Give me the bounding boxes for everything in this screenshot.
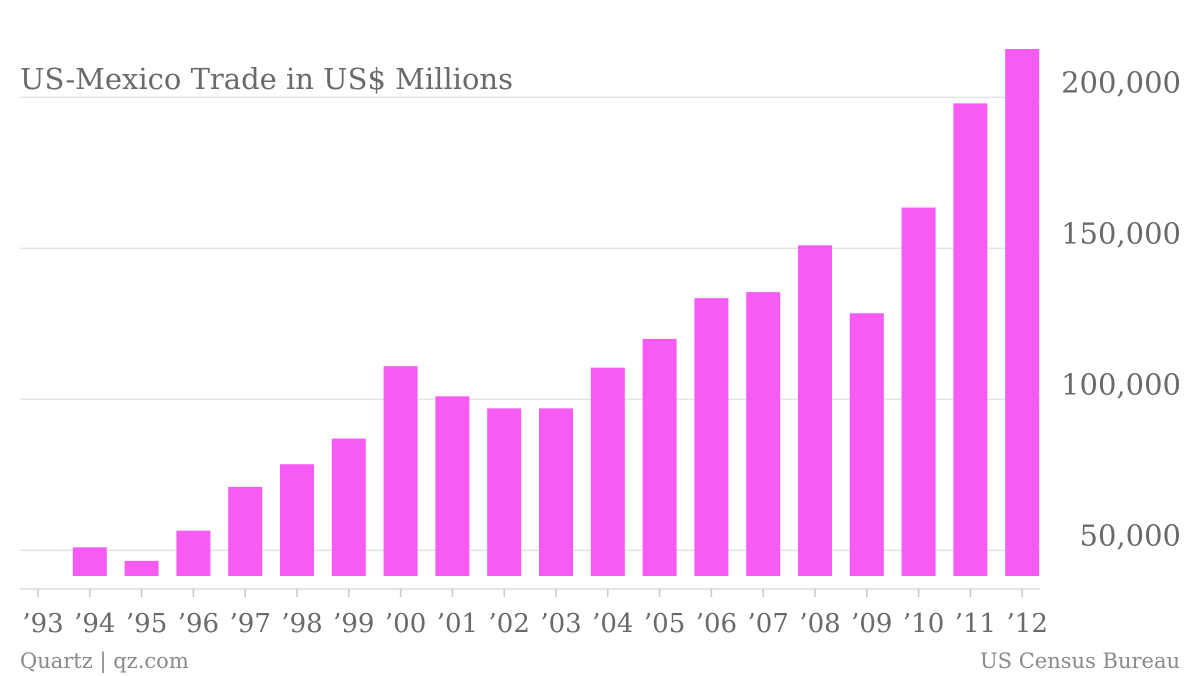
x-tick-label: ’10 [903,609,944,639]
bar [901,207,936,576]
x-tick-label: ’05 [644,609,685,639]
x-tick-label: ’93 [22,609,63,639]
y-tick-label: 150,000 [1061,216,1181,250]
bars [72,49,1040,577]
x-tick-label: ’04 [592,609,633,639]
x-tick-label: ’09 [851,609,892,639]
x-tick-label: ’07 [748,609,789,639]
x-tick-label: ’06 [696,609,737,639]
bar [176,530,211,576]
footer-source-left: Quartz | qz.com [20,649,189,674]
bar [746,292,781,576]
bar [383,366,418,576]
bar [798,245,832,577]
bar [539,408,573,576]
bar [487,408,522,576]
x-tick-label: ’11 [955,609,996,639]
x-tick-label: ’98 [281,609,322,639]
x-tick-label: ’08 [799,609,840,639]
bar [124,560,159,576]
bar [435,396,470,576]
x-tick-label: ’02 [489,609,530,639]
bar [694,298,729,576]
bar [849,313,884,576]
x-axis [20,588,1040,597]
gridlines [20,96,1040,552]
y-axis-tick-labels: 50,000 100,000 150,000 200,000 [1061,65,1181,552]
bar [331,438,366,576]
y-tick-label: 100,000 [1061,367,1181,401]
bar [280,464,314,576]
x-tick-label: ’12 [1007,609,1048,639]
x-tick-label: ’01 [437,609,478,639]
y-tick-label: 50,000 [1080,518,1181,552]
y-tick-label: 200,000 [1061,65,1181,99]
x-tick-label: ’00 [385,609,426,639]
bar [1005,49,1040,576]
footer-source-right: US Census Bureau [980,649,1180,673]
bar [642,338,677,576]
x-tick-label: ’94 [74,609,115,639]
x-axis-tick-labels: ’93 ’94 ’95 ’96 ’97 ’98 ’99 ’00 ’01 ’02 ’03 ’04 ’05 ’… [22,609,1048,639]
bar [72,547,107,576]
chart-title: US-Mexico Trade in US$ Millions [20,62,513,96]
x-tick-label: ’03 [540,609,581,639]
bar [953,103,988,577]
x-tick-label: ’95 [126,609,167,639]
bar [590,367,625,576]
x-tick-label: ’99 [333,609,374,639]
x-tick-label: ’96 [178,609,219,639]
x-tick-label: ’97 [230,609,271,639]
bar [228,486,263,576]
